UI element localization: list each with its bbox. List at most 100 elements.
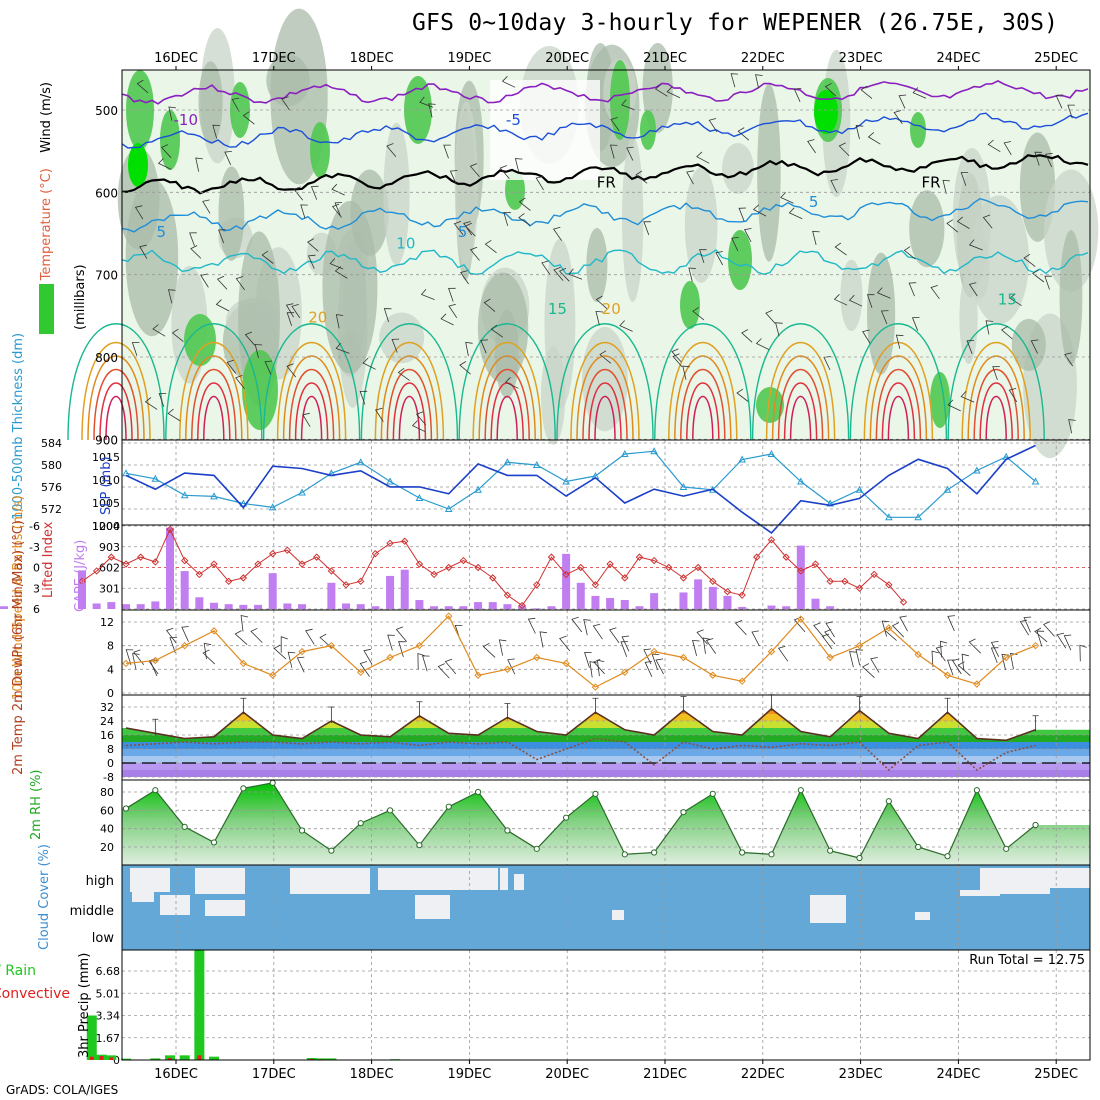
upper-y-tick-900: 900 bbox=[95, 433, 118, 447]
wind-barb bbox=[752, 204, 767, 217]
lifted-index-marker bbox=[474, 563, 482, 572]
temp-range-bar bbox=[856, 696, 863, 713]
rh-tick-40: 40 bbox=[100, 823, 114, 836]
temperature-contour-warm bbox=[692, 395, 714, 441]
cloud-fill bbox=[122, 865, 1090, 950]
temp-range-bar bbox=[504, 703, 511, 720]
lifted-index-marker bbox=[283, 546, 292, 554]
wind-barb bbox=[1068, 419, 1076, 434]
temp-tick-32: 32 bbox=[100, 701, 114, 714]
wind-barb bbox=[692, 639, 700, 656]
wind-barb bbox=[568, 268, 583, 280]
cloud-cover-panel: high middle low Cloud Cover (%) bbox=[37, 844, 1090, 950]
lifted-index-marker bbox=[195, 570, 204, 579]
credit-text: GrADS: COLA/IGES bbox=[6, 1083, 119, 1097]
wind-barb bbox=[688, 267, 696, 282]
wind-barb bbox=[1009, 293, 1022, 307]
wind-barb bbox=[654, 84, 668, 97]
wind-barb bbox=[498, 639, 507, 656]
wind-barb bbox=[990, 647, 999, 664]
wind-barb bbox=[302, 412, 311, 427]
wind-barb bbox=[807, 139, 816, 154]
precip-total-bar bbox=[326, 1058, 337, 1060]
wind-barb bbox=[334, 202, 343, 217]
temperature-contour-warm bbox=[478, 355, 536, 441]
wind-barb bbox=[775, 322, 783, 337]
temperature-contour-warm bbox=[674, 355, 732, 441]
cape-bar bbox=[107, 602, 116, 609]
temperature-contour-15 bbox=[849, 323, 948, 441]
wind-barb bbox=[264, 360, 273, 375]
lifted-index-marker bbox=[621, 574, 629, 582]
temperature-contour-warm bbox=[588, 382, 622, 441]
rh-high-shade bbox=[640, 110, 656, 150]
upper-y-tick-500: 500 bbox=[95, 104, 118, 118]
temperature-contour-warm bbox=[276, 342, 347, 441]
wind-barb bbox=[876, 287, 891, 299]
temp-band bbox=[122, 695, 1090, 707]
date-top-25DEC: 25DEC bbox=[1034, 51, 1078, 66]
wind-barb bbox=[911, 317, 920, 331]
temp-range-bar bbox=[680, 696, 687, 713]
rh-marker bbox=[210, 839, 218, 846]
rh-shade bbox=[1059, 230, 1083, 365]
wind-barb bbox=[158, 393, 167, 407]
thickness-marker bbox=[884, 513, 893, 521]
temperature-contour-warm bbox=[392, 382, 427, 441]
cloud-clear bbox=[205, 900, 245, 916]
wind-barb bbox=[599, 350, 612, 364]
wind-barb bbox=[261, 250, 274, 264]
wind-speed-marker bbox=[855, 641, 864, 650]
wind-barb bbox=[947, 659, 955, 676]
cape-bar bbox=[620, 600, 629, 609]
cloud-clear bbox=[980, 868, 1050, 894]
wind-barb bbox=[947, 399, 961, 412]
rh-shade bbox=[544, 238, 576, 409]
wind-barb bbox=[1044, 275, 1052, 290]
temperature-contour-warm bbox=[398, 395, 421, 441]
cape-bar bbox=[122, 604, 130, 609]
temperature-contour-15 bbox=[262, 323, 361, 441]
thickness-marker bbox=[298, 488, 306, 496]
wind-barb bbox=[780, 192, 794, 204]
lifted-index-marker bbox=[459, 556, 468, 565]
cape-bar bbox=[562, 553, 571, 609]
rh-marker bbox=[474, 788, 482, 796]
wind-barb bbox=[834, 242, 847, 256]
wind-barb bbox=[254, 343, 263, 359]
thickness-marker bbox=[356, 458, 365, 466]
wind-barb bbox=[881, 620, 890, 637]
temperature-contour-15 bbox=[654, 323, 752, 441]
lifted-index-marker bbox=[650, 556, 658, 565]
temperature-contour-warm bbox=[484, 368, 530, 441]
cape-bar bbox=[738, 606, 747, 609]
wind-barb bbox=[833, 294, 848, 306]
cape-bar bbox=[547, 606, 556, 609]
precip-total-bar bbox=[316, 1058, 327, 1060]
wind-barb bbox=[946, 219, 959, 233]
rh-dry-area bbox=[490, 80, 600, 180]
precip-total-bar bbox=[179, 1055, 190, 1060]
upper-y-tick-800: 800 bbox=[95, 351, 118, 365]
temperature-contour-warm bbox=[887, 395, 910, 441]
wind-speed-marker bbox=[122, 659, 130, 668]
cape-bar bbox=[723, 595, 732, 609]
wind-barb bbox=[440, 313, 454, 326]
date-bottom-16DEC: 16DEC bbox=[154, 1067, 198, 1082]
rh-legend-swatch bbox=[39, 284, 54, 334]
rh-tick-80: 80 bbox=[100, 786, 114, 799]
wind-barb bbox=[362, 357, 376, 370]
wind-speed-marker bbox=[914, 650, 922, 659]
wind-barb bbox=[391, 338, 400, 353]
contour-label-4: 5 bbox=[809, 193, 819, 211]
temperature-contour-warm bbox=[783, 382, 818, 441]
rh-shade bbox=[581, 327, 628, 432]
wind-barb bbox=[738, 207, 747, 222]
temperature-contour-warm bbox=[594, 395, 616, 441]
precip-convective-bar bbox=[168, 1058, 173, 1060]
wind-barb bbox=[419, 96, 434, 108]
date-bottom-25DEC: 25DEC bbox=[1034, 1067, 1078, 1082]
wind-barb bbox=[765, 309, 776, 324]
wind-tick-12: 12 bbox=[100, 616, 114, 629]
wind-barb bbox=[398, 641, 406, 658]
